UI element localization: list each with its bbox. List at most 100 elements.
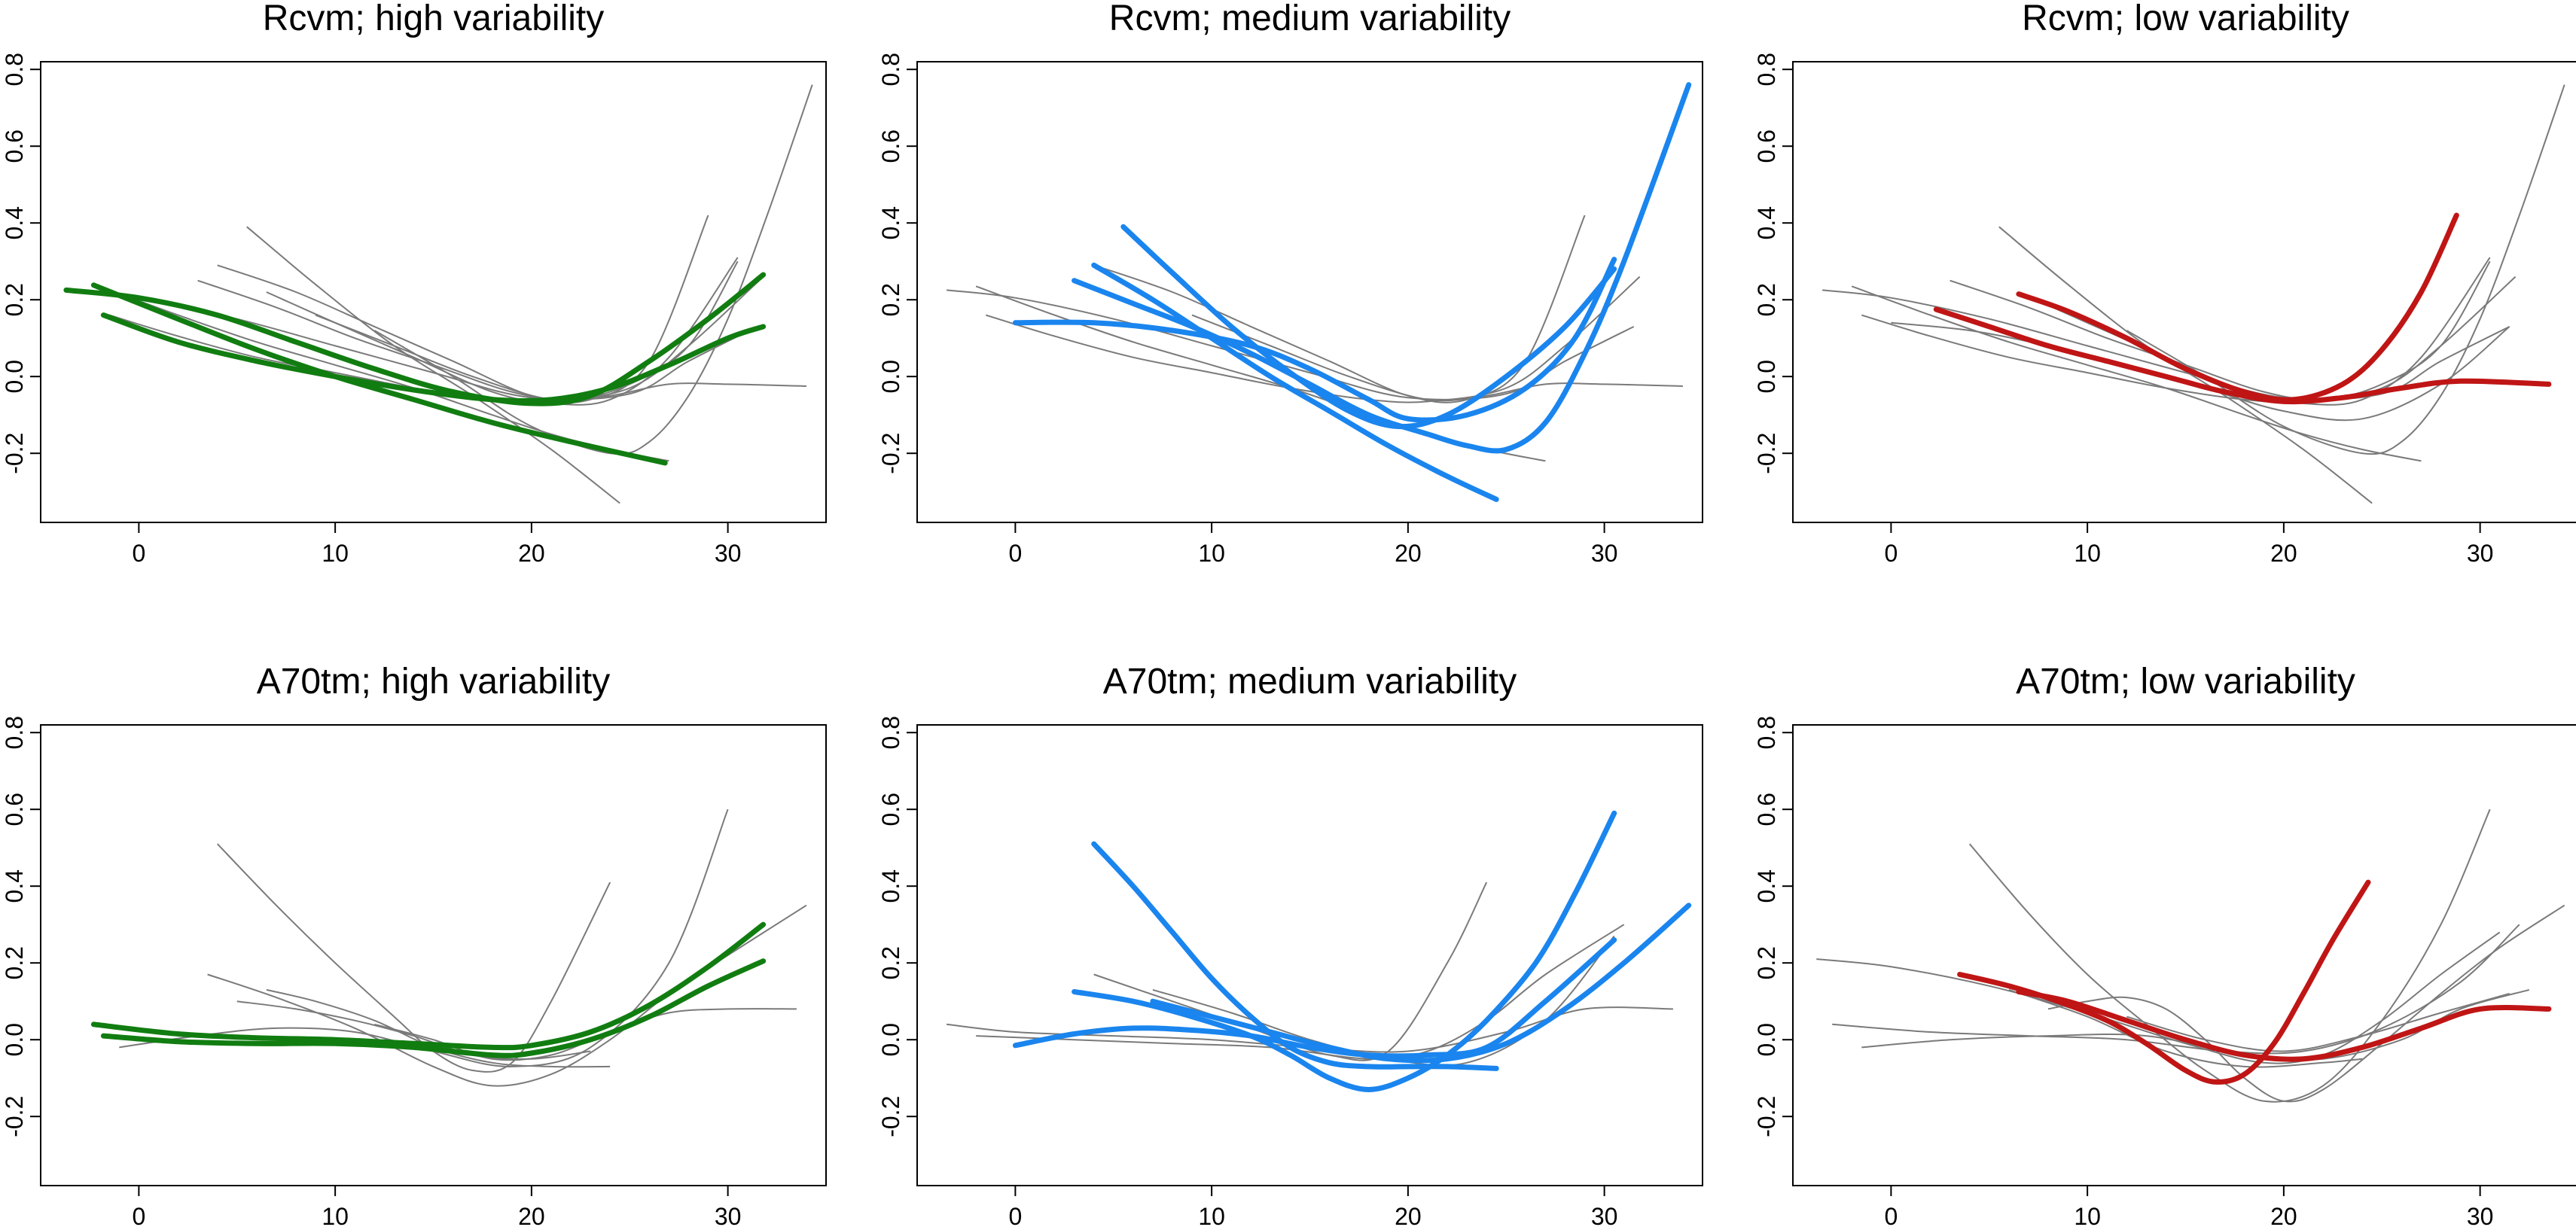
x-tick-label: 30	[1591, 540, 1618, 567]
background-curve-g3	[1093, 881, 1488, 1061]
y-tick-label: -0.2	[1753, 1096, 1780, 1137]
x-tick-label: 0	[132, 1203, 145, 1230]
background-curve-g4	[1968, 808, 2491, 1103]
x-tick-label: 0	[1884, 1203, 1898, 1230]
panel-1: Rcvm; high variability 0 10 20 30 -0.2 0.0 0.2 0…	[1, 0, 827, 567]
highlight-curve-h4	[1120, 224, 1617, 430]
y-tick-label: 0.8	[877, 716, 904, 749]
x-tick-label: 10	[2074, 1203, 2101, 1230]
x-tick-label: 0	[1884, 540, 1898, 567]
highlight-curve-h2	[2016, 989, 2552, 1062]
plot-frame	[916, 61, 1703, 523]
highlight-curve-h1	[1012, 937, 1617, 1059]
background-curve-g1	[1816, 931, 2501, 1064]
background-curve-g2	[119, 808, 729, 1067]
y-tick-label: 0.4	[1753, 206, 1780, 239]
background-curve-g9	[373, 84, 813, 455]
y-tick-label: 0.0	[877, 360, 904, 393]
panel-title: A70tm; medium variability	[1103, 662, 1517, 702]
panel-title: Rcvm; medium variability	[1109, 0, 1511, 38]
x-tick-label: 30	[715, 1203, 742, 1230]
x-tick-label: 0	[1008, 1203, 1022, 1230]
highlight-curve-h3	[100, 312, 767, 404]
background-curve-g4	[197, 260, 739, 401]
y-tick-label: 0.6	[877, 793, 904, 826]
x-tick-label: 10	[2074, 540, 2101, 567]
highlight-curve-h1	[90, 921, 767, 1051]
y-tick-label: 0.6	[877, 129, 904, 163]
plot-frame	[40, 61, 827, 523]
panel-2: Rcvm; medium variability 0 10 20 30 -0.2 0.0 0.…	[877, 0, 1703, 567]
x-tick-label: 10	[322, 1203, 349, 1230]
y-tick-label: -0.2	[1, 433, 28, 474]
y-tick-label: -0.2	[877, 433, 904, 474]
panel-title: A70tm; low variability	[2016, 662, 2355, 702]
x-tick-label: 30	[2467, 1203, 2494, 1230]
highlight-curve-h1	[1957, 879, 2371, 1085]
x-tick-label: 10	[1198, 540, 1225, 567]
x-tick-label: 20	[518, 540, 545, 567]
y-tick-label: -0.2	[1753, 433, 1780, 474]
y-tick-label: 0.2	[1, 283, 28, 316]
plot-frame	[1792, 724, 2576, 1186]
highlight-curve-h1	[63, 272, 767, 406]
highlight-curve-h2	[90, 282, 668, 466]
y-tick-label: 0.4	[877, 206, 904, 239]
panel-title: A70tm; high variability	[257, 662, 611, 702]
x-tick-label: 20	[2270, 540, 2297, 567]
panel-title: Rcvm; high variability	[263, 0, 604, 38]
background-curve-g8	[1191, 314, 1683, 402]
y-tick-label: 0.8	[1753, 716, 1780, 749]
y-tick-label: 0.8	[1, 716, 28, 749]
highlight-curve-h2	[100, 958, 767, 1058]
x-tick-label: 0	[132, 540, 145, 567]
background-curve-g1	[1821, 289, 2510, 400]
highlight-curve-h1	[1012, 257, 1617, 423]
x-tick-label: 20	[518, 1203, 545, 1230]
x-tick-label: 30	[2467, 540, 2494, 567]
highlight-curve-h2	[1072, 810, 1617, 1092]
background-curve-g2	[975, 285, 1546, 462]
y-tick-label: 0.6	[1, 793, 28, 826]
y-tick-label: 0.2	[877, 946, 904, 979]
panel-4: A70tm; high variability 0 10 20 30 -0.2 0.0 0.2…	[1, 662, 827, 1230]
x-tick-label: 20	[1395, 1203, 1422, 1230]
y-tick-label: 0.6	[1753, 793, 1780, 826]
plot-frame	[1792, 61, 2576, 523]
y-tick-label: 0.2	[1753, 946, 1780, 979]
y-tick-label: 0.4	[877, 869, 904, 903]
y-tick-label: -0.2	[877, 1096, 904, 1137]
x-tick-label: 10	[322, 540, 349, 567]
y-tick-label: 0.4	[1, 869, 28, 903]
x-tick-label: 20	[1395, 540, 1422, 567]
y-tick-label: 0.8	[1753, 53, 1780, 86]
background-curve-g3	[109, 276, 764, 403]
y-tick-label: 0.2	[1, 946, 28, 979]
background-curve-g6	[246, 226, 620, 504]
y-tick-label: -0.2	[1, 1096, 28, 1137]
background-curve-g7	[2126, 993, 2510, 1052]
highlight-curve-h3	[1091, 262, 1499, 502]
y-tick-label: 0.2	[877, 283, 904, 316]
panel-3: Rcvm; low variability 0 10 20 30 -0.2 0.0 0.2 0.…	[1753, 0, 2576, 567]
y-tick-label: 0.0	[1753, 360, 1780, 393]
y-tick-label: 0.8	[1, 53, 28, 86]
highlight-curve-h4	[1150, 903, 1692, 1064]
plot-frame	[916, 724, 1703, 1186]
background-curve-g5	[217, 215, 709, 403]
y-tick-label: 0.0	[1753, 1023, 1780, 1056]
x-tick-label: 30	[715, 540, 742, 567]
plot-frame	[40, 724, 827, 1186]
background-curve-g6	[236, 1000, 591, 1060]
y-tick-label: 0.6	[1753, 129, 1780, 163]
background-curve-g2	[1851, 285, 2422, 462]
background-curve-g4	[1950, 260, 2491, 401]
x-tick-label: 10	[1198, 1203, 1225, 1230]
panel-title: Rcvm; low variability	[2022, 0, 2349, 38]
background-curve-g6	[2008, 988, 2363, 1068]
y-tick-label: 0.0	[1, 1023, 28, 1056]
highlight-curve-h1	[1933, 306, 2552, 405]
panel-6: A70tm; low variability 0 10 20 30 -0.2 0.0 0.2 0…	[1753, 662, 2576, 1230]
highlight-curve-h2	[2016, 212, 2459, 403]
